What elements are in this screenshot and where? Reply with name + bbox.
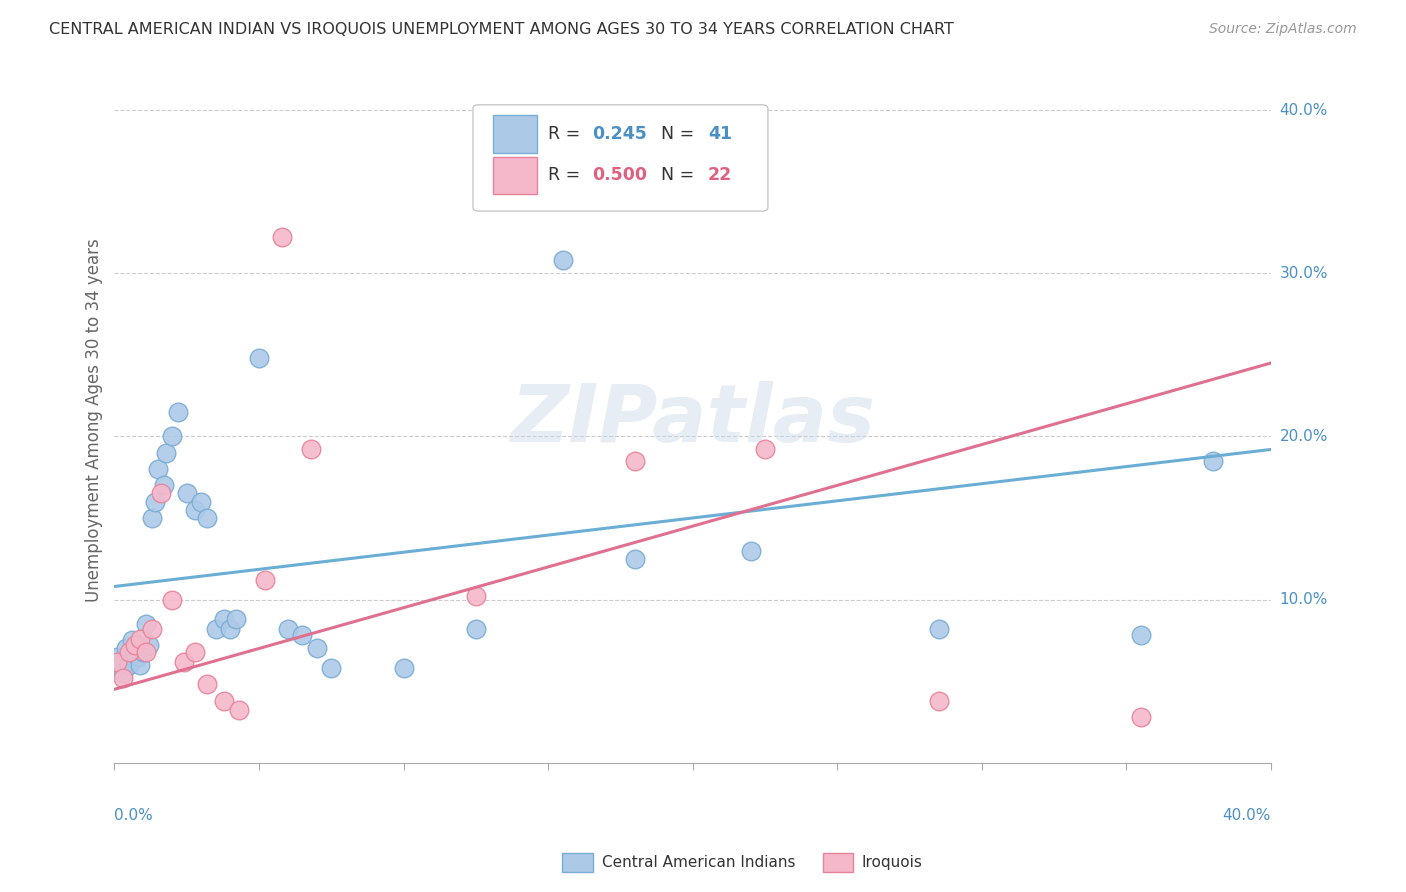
Text: ZIPatlas: ZIPatlas bbox=[510, 381, 875, 459]
Point bbox=[162, 429, 184, 443]
Point bbox=[928, 622, 950, 636]
Text: 40.0%: 40.0% bbox=[1279, 103, 1329, 118]
Point bbox=[135, 645, 157, 659]
Point bbox=[141, 622, 163, 636]
Point bbox=[624, 551, 647, 566]
FancyBboxPatch shape bbox=[472, 105, 768, 211]
Point bbox=[305, 641, 328, 656]
Text: N =: N = bbox=[650, 125, 700, 144]
Point bbox=[127, 649, 149, 664]
FancyBboxPatch shape bbox=[492, 157, 537, 194]
Point bbox=[138, 638, 160, 652]
Point bbox=[1129, 628, 1152, 642]
Text: Central American Indians: Central American Indians bbox=[602, 855, 796, 870]
Point bbox=[247, 351, 270, 365]
Text: 20.0%: 20.0% bbox=[1279, 429, 1329, 444]
Text: 30.0%: 30.0% bbox=[1279, 266, 1329, 281]
Text: 22: 22 bbox=[707, 167, 733, 185]
Point bbox=[115, 641, 138, 656]
Point bbox=[141, 511, 163, 525]
Point bbox=[184, 645, 207, 659]
Point bbox=[219, 622, 242, 636]
Point bbox=[143, 494, 166, 508]
Point bbox=[253, 573, 276, 587]
Point bbox=[271, 230, 294, 244]
Text: 40.0%: 40.0% bbox=[1223, 808, 1271, 823]
Point bbox=[1202, 454, 1225, 468]
Point bbox=[228, 704, 250, 718]
Point bbox=[118, 645, 141, 659]
Point bbox=[124, 645, 146, 659]
Point bbox=[124, 638, 146, 652]
FancyBboxPatch shape bbox=[492, 115, 537, 153]
Point bbox=[146, 462, 169, 476]
Text: CENTRAL AMERICAN INDIAN VS IROQUOIS UNEMPLOYMENT AMONG AGES 30 TO 34 YEARS CORRE: CENTRAL AMERICAN INDIAN VS IROQUOIS UNEM… bbox=[49, 22, 955, 37]
Point bbox=[132, 645, 155, 659]
Point bbox=[105, 649, 128, 664]
Point bbox=[135, 617, 157, 632]
Point bbox=[108, 657, 131, 672]
Point bbox=[184, 503, 207, 517]
Point bbox=[754, 442, 776, 457]
Text: Iroquois: Iroquois bbox=[862, 855, 922, 870]
Point bbox=[167, 405, 190, 419]
Text: 0.0%: 0.0% bbox=[114, 808, 153, 823]
Point bbox=[321, 661, 343, 675]
Point bbox=[129, 657, 152, 672]
Text: N =: N = bbox=[650, 167, 700, 185]
Point bbox=[176, 486, 198, 500]
Point bbox=[173, 655, 195, 669]
Point bbox=[392, 661, 415, 675]
Point bbox=[624, 454, 647, 468]
Y-axis label: Unemployment Among Ages 30 to 34 years: Unemployment Among Ages 30 to 34 years bbox=[86, 238, 103, 602]
Point bbox=[225, 612, 247, 626]
Point bbox=[464, 622, 486, 636]
Point bbox=[214, 694, 236, 708]
Point bbox=[740, 543, 762, 558]
Text: R =: R = bbox=[548, 167, 586, 185]
Point bbox=[152, 478, 174, 492]
Point bbox=[204, 622, 226, 636]
Point bbox=[195, 511, 218, 525]
Point bbox=[1129, 710, 1152, 724]
Point bbox=[214, 612, 236, 626]
Point bbox=[112, 665, 135, 680]
Point bbox=[464, 589, 486, 603]
Point bbox=[127, 638, 149, 652]
Text: R =: R = bbox=[548, 125, 586, 144]
Text: 41: 41 bbox=[707, 125, 733, 144]
Point bbox=[291, 628, 314, 642]
Text: 10.0%: 10.0% bbox=[1279, 592, 1329, 607]
Text: 0.500: 0.500 bbox=[592, 167, 647, 185]
Point bbox=[551, 253, 574, 268]
Text: 0.245: 0.245 bbox=[592, 125, 647, 144]
Point bbox=[105, 655, 128, 669]
Text: Source: ZipAtlas.com: Source: ZipAtlas.com bbox=[1209, 22, 1357, 37]
Point bbox=[118, 657, 141, 672]
Point bbox=[162, 592, 184, 607]
Point bbox=[155, 446, 177, 460]
Point bbox=[277, 622, 299, 636]
Point bbox=[129, 632, 152, 646]
Point bbox=[190, 494, 212, 508]
Point bbox=[149, 486, 172, 500]
Point bbox=[299, 442, 322, 457]
Point bbox=[112, 671, 135, 685]
Point bbox=[195, 677, 218, 691]
Point bbox=[121, 633, 143, 648]
Point bbox=[928, 694, 950, 708]
